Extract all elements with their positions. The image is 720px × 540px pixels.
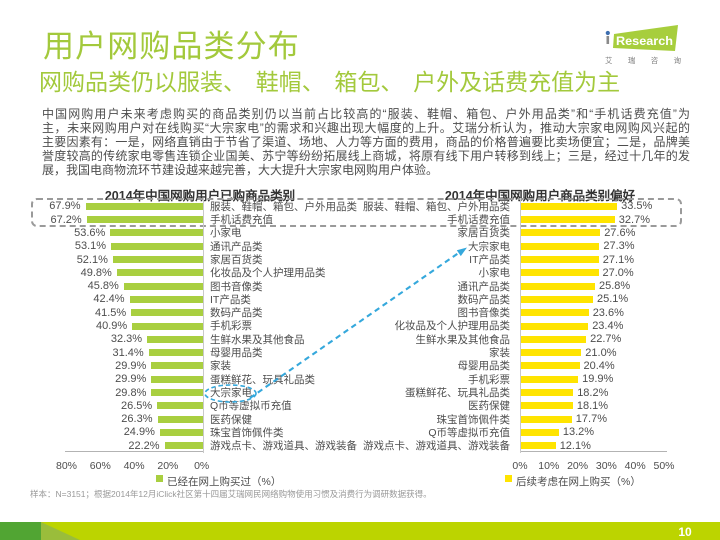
svg-text:艾瑞咨询: 艾瑞咨询 (605, 56, 697, 65)
svg-text:Research: Research (616, 34, 673, 48)
